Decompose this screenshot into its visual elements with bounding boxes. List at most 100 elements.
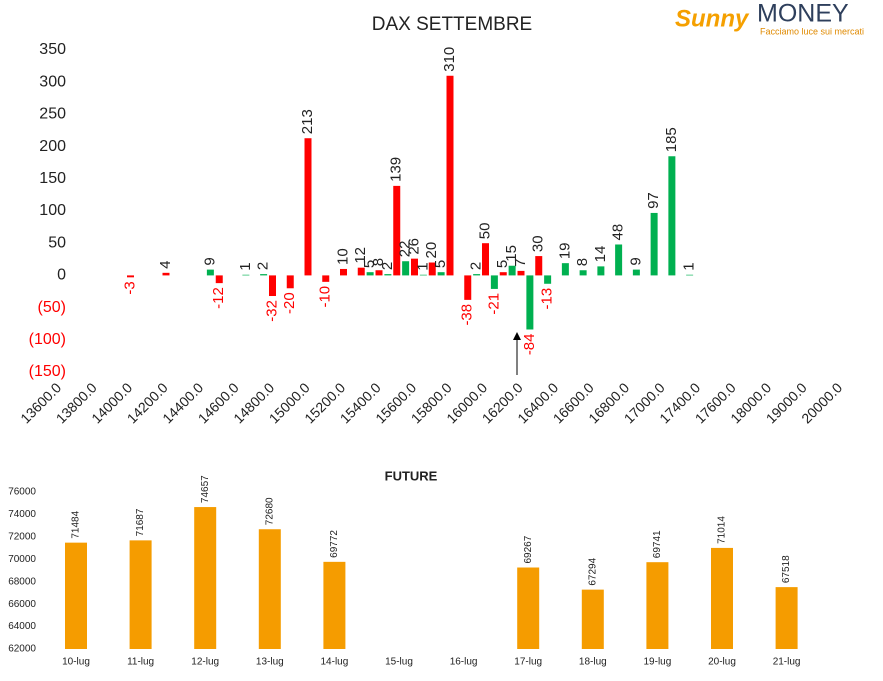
bar bbox=[323, 561, 346, 649]
bar bbox=[646, 562, 669, 649]
x-tick-label: 10-lug bbox=[62, 657, 90, 668]
data-label: -84 bbox=[521, 333, 538, 355]
data-label: 4 bbox=[157, 260, 174, 268]
data-label: 8 bbox=[370, 258, 387, 266]
x-tick-label: 19-lug bbox=[643, 657, 671, 668]
data-label: 1 bbox=[237, 262, 254, 270]
y-tick-label: 0 bbox=[57, 267, 66, 284]
bar bbox=[375, 270, 383, 276]
y-tick-label: 70000 bbox=[8, 554, 36, 565]
data-label: -10 bbox=[317, 286, 334, 308]
y-tick-label: 150 bbox=[39, 170, 66, 187]
x-tick-label: 20-lug bbox=[708, 657, 736, 668]
bar bbox=[615, 244, 623, 276]
x-tick-label: 15-lug bbox=[385, 657, 413, 668]
bar bbox=[258, 529, 281, 649]
bar bbox=[215, 275, 223, 284]
data-label: 5 bbox=[361, 260, 378, 268]
data-label: 69772 bbox=[329, 530, 340, 558]
x-tick-label: 17-lug bbox=[514, 657, 542, 668]
bar bbox=[517, 270, 525, 276]
bar bbox=[544, 275, 552, 284]
data-label: -3 bbox=[121, 281, 138, 294]
data-label: 97 bbox=[645, 192, 662, 209]
data-label: 12 bbox=[352, 247, 369, 264]
data-label: -32 bbox=[263, 300, 280, 322]
x-tick-label: 14-lug bbox=[320, 657, 348, 668]
data-label: 5 bbox=[494, 260, 511, 268]
data-label: -12 bbox=[210, 287, 227, 309]
arrow-head bbox=[513, 332, 521, 340]
bar bbox=[411, 258, 418, 276]
bar bbox=[517, 567, 540, 649]
bar bbox=[206, 269, 214, 276]
data-label: 5 bbox=[432, 260, 449, 268]
y-tick-label: 66000 bbox=[8, 599, 36, 610]
data-label: 14 bbox=[592, 246, 609, 263]
y-tick-label: 350 bbox=[39, 41, 66, 58]
x-tick-label: 11-lug bbox=[127, 657, 154, 668]
bar bbox=[242, 274, 250, 276]
bar bbox=[632, 269, 640, 276]
x-tick-label: 16-lug bbox=[450, 657, 478, 668]
bar bbox=[579, 270, 587, 276]
bar bbox=[668, 156, 676, 276]
data-label: 50 bbox=[476, 223, 493, 240]
data-label: 7 bbox=[512, 259, 529, 267]
bar bbox=[535, 256, 543, 276]
bar bbox=[482, 243, 489, 276]
bar bbox=[269, 275, 276, 297]
bar bbox=[437, 272, 445, 276]
y-tick-label: 76000 bbox=[8, 487, 36, 498]
y-tick-label: 250 bbox=[39, 106, 66, 123]
bar bbox=[286, 275, 294, 289]
x-tick-label: 21-lug bbox=[773, 657, 801, 668]
data-label: 8 bbox=[574, 258, 591, 266]
data-label: 30 bbox=[530, 235, 547, 252]
data-label: 1 bbox=[414, 262, 431, 270]
data-label: 71687 bbox=[135, 508, 146, 536]
bar bbox=[508, 265, 516, 276]
bar bbox=[419, 274, 427, 276]
bar bbox=[499, 272, 507, 276]
y-tick-label: 74000 bbox=[8, 509, 36, 520]
data-label: 22 bbox=[397, 241, 414, 258]
data-label: 139 bbox=[388, 157, 405, 182]
x-tick-label: 18-lug bbox=[579, 657, 607, 668]
data-label: -20 bbox=[281, 292, 298, 314]
logo-tagline: Facciamo luce sui mercati bbox=[760, 26, 864, 36]
data-label: 20 bbox=[423, 242, 440, 259]
bar bbox=[428, 262, 436, 276]
y-tick-label: 62000 bbox=[8, 644, 36, 655]
y-tick-label: (150) bbox=[29, 363, 66, 380]
bar bbox=[686, 274, 694, 276]
data-label: 9 bbox=[627, 257, 644, 265]
bar bbox=[162, 272, 170, 276]
y-tick-label: (100) bbox=[29, 331, 66, 348]
logo-brand: Sunny bbox=[675, 5, 750, 32]
data-label: 213 bbox=[299, 109, 316, 134]
data-label: 2 bbox=[255, 262, 272, 270]
bar bbox=[366, 272, 374, 276]
bar bbox=[597, 266, 605, 276]
bar bbox=[464, 275, 472, 300]
bar bbox=[304, 138, 312, 276]
y-tick-label: 68000 bbox=[8, 576, 36, 587]
data-label: 2 bbox=[379, 262, 396, 270]
bar bbox=[446, 75, 454, 276]
data-label: 71014 bbox=[717, 516, 728, 544]
x-tick-label: 12-lug bbox=[191, 657, 219, 668]
data-label: -21 bbox=[485, 293, 502, 315]
data-label: 2 bbox=[468, 262, 485, 270]
data-label: 69741 bbox=[652, 530, 663, 558]
data-label: 67518 bbox=[781, 555, 792, 583]
data-label: 10 bbox=[334, 248, 351, 265]
bar bbox=[526, 275, 534, 330]
bar bbox=[65, 542, 87, 649]
data-label: 74657 bbox=[200, 475, 211, 503]
data-label: 67294 bbox=[587, 557, 598, 585]
bar bbox=[775, 587, 798, 649]
data-label: 19 bbox=[556, 242, 573, 259]
y-tick-label: 50 bbox=[48, 234, 66, 251]
bar bbox=[340, 268, 347, 276]
